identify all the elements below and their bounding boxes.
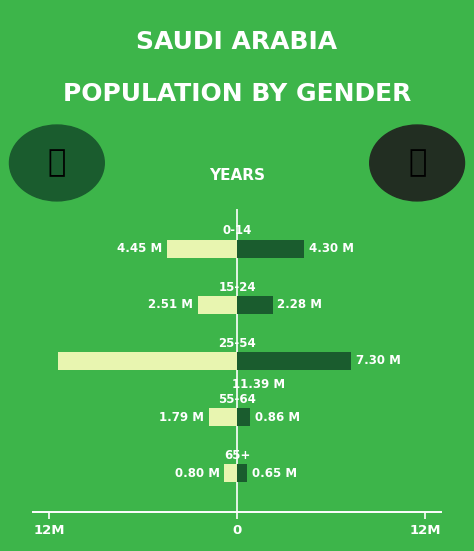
Text: 1.79 M: 1.79 M (159, 410, 204, 424)
Bar (237, 240, 304, 258)
Bar (209, 408, 237, 426)
Text: 🧕: 🧕 (408, 148, 426, 177)
Text: 0.65 M: 0.65 M (252, 467, 297, 480)
Text: 7.30 M: 7.30 M (356, 354, 401, 368)
Bar (237, 296, 273, 314)
Text: 0.80 M: 0.80 M (175, 467, 220, 480)
Bar (225, 464, 237, 482)
Text: 0.86 M: 0.86 M (255, 410, 301, 424)
Text: 4.30 M: 4.30 M (309, 242, 354, 255)
Text: 15-24: 15-24 (218, 280, 256, 294)
Ellipse shape (9, 125, 104, 201)
Text: POPULATION BY GENDER: POPULATION BY GENDER (63, 82, 411, 106)
Text: 👳: 👳 (48, 148, 66, 177)
Ellipse shape (370, 125, 465, 201)
Bar (237, 408, 250, 426)
Text: SAUDI ARABIA: SAUDI ARABIA (137, 30, 337, 54)
Text: 2.28 M: 2.28 M (277, 298, 322, 311)
Bar (167, 240, 237, 258)
Text: 2.51 M: 2.51 M (148, 298, 193, 311)
Text: 65+: 65+ (224, 449, 250, 462)
Bar (58, 352, 237, 370)
Bar (237, 352, 351, 370)
Text: 4.45 M: 4.45 M (117, 242, 163, 255)
Text: 0-14: 0-14 (222, 224, 252, 237)
Text: YEARS: YEARS (209, 168, 265, 183)
Bar (198, 296, 237, 314)
Text: 55-64: 55-64 (218, 393, 256, 406)
Bar (237, 464, 247, 482)
Text: 11.39 M: 11.39 M (232, 378, 285, 391)
Text: 25-54: 25-54 (218, 337, 256, 350)
